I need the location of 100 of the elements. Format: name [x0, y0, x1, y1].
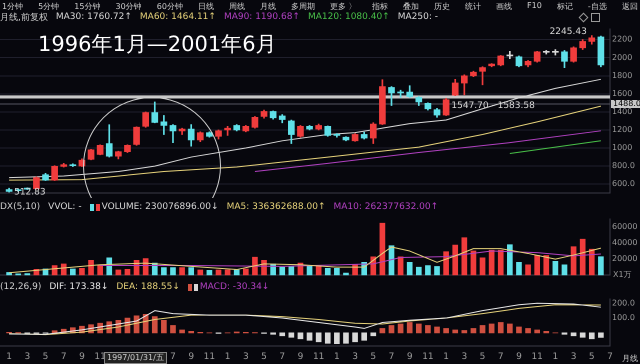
x-tick-label: 1	[6, 352, 12, 362]
x-tick-label: 5	[42, 352, 48, 362]
text: 30分钟	[116, 1, 142, 12]
bar	[352, 332, 358, 342]
bar	[224, 270, 230, 276]
y-tick-label: 2200	[612, 34, 632, 44]
text: 1分钟	[2, 1, 24, 12]
bar	[488, 250, 494, 276]
text: 画线	[496, 1, 512, 12]
bar	[406, 262, 413, 276]
bar	[434, 266, 440, 276]
bar	[470, 250, 476, 276]
bar	[252, 256, 258, 276]
bar	[279, 266, 286, 276]
x-tick-label: 1	[443, 352, 449, 362]
bar	[452, 244, 458, 276]
legend-label: MACD: -30.34↓	[200, 282, 270, 292]
bar	[462, 237, 468, 276]
text: 15分钟	[74, 1, 100, 12]
bar	[480, 325, 486, 334]
bar	[370, 332, 376, 336]
bar	[288, 332, 294, 338]
chart-title: DX(5,10)	[0, 202, 40, 212]
x-tick-label: 5	[261, 352, 267, 362]
bar	[552, 261, 558, 276]
bar	[116, 270, 122, 276]
bar	[588, 332, 595, 340]
bar	[598, 256, 604, 276]
bar	[434, 326, 440, 334]
bar	[88, 260, 94, 276]
bar	[462, 330, 468, 334]
x-tick-label: 5	[480, 352, 486, 362]
legend-label: MA250: -	[398, 12, 438, 22]
chart-title: (12,26,9)	[0, 282, 42, 292]
x-tick-label: 11	[94, 352, 106, 362]
text: 月线	[622, 354, 638, 364]
bar	[525, 328, 531, 334]
bar	[197, 270, 204, 276]
text: 1997/01/31/五	[104, 352, 167, 364]
bar	[316, 332, 322, 342]
bar	[398, 324, 404, 334]
y-tick-label: 1800	[612, 70, 632, 80]
text: 指标	[372, 1, 388, 12]
y-tick-label: 200.0	[612, 298, 635, 308]
bar	[288, 266, 294, 276]
bar	[380, 222, 386, 276]
bar	[425, 325, 431, 334]
bar	[416, 266, 422, 276]
x-tick-label: 11	[531, 352, 543, 362]
bar	[124, 268, 130, 276]
bar	[298, 332, 304, 340]
y-axis-title: X1万	[613, 269, 632, 280]
text: 叠加	[402, 1, 419, 12]
bar	[388, 245, 394, 276]
bar	[580, 332, 586, 338]
bar	[507, 324, 513, 334]
bar	[562, 264, 568, 276]
text: DIF: 173.38↓	[49, 282, 108, 292]
text: MA90: 1190.68↑	[224, 12, 300, 22]
y-tick-label: 1200	[612, 125, 632, 134]
bar	[334, 332, 340, 344]
x-tick-label: 7	[279, 352, 286, 362]
bar	[570, 246, 576, 276]
text: 多周期	[291, 1, 316, 12]
y-tick-label: 40000	[612, 238, 638, 248]
y-tick-label: 100.0	[612, 313, 635, 322]
bar	[216, 270, 222, 276]
bar	[534, 330, 540, 334]
bar	[452, 330, 458, 334]
chart-subtitle: 月线,前复权	[0, 12, 48, 24]
bar	[425, 265, 431, 276]
x-tick-label: 5	[588, 352, 595, 362]
bar	[543, 255, 550, 276]
bar	[480, 258, 486, 276]
x-tick-label: 9	[188, 352, 194, 362]
y-tick-label: 600.0	[612, 179, 635, 188]
x-tick-label: 7	[498, 352, 504, 362]
x-tick-label: 3	[24, 352, 30, 362]
x-tick-label: 7	[388, 352, 394, 362]
x-tick-label: 7	[60, 352, 67, 362]
text: F10	[527, 1, 542, 12]
x-tick-label: 3	[242, 352, 249, 362]
bar	[570, 332, 576, 336]
bar	[334, 268, 340, 276]
x-tick-label: 11	[422, 352, 434, 362]
bar	[324, 332, 331, 344]
y-tick-label: 800.0	[612, 161, 635, 170]
text: 更多 〉	[330, 1, 357, 12]
x-tick-label: 5	[370, 352, 376, 362]
bar	[470, 328, 476, 334]
bar	[516, 326, 522, 334]
bar	[525, 264, 531, 276]
bar	[507, 244, 513, 276]
x-tick-label: 9	[79, 352, 86, 362]
y-tick-label: 60000	[612, 222, 638, 231]
text: DEA: 188.55↓	[116, 282, 180, 292]
candlestick	[397, 90, 404, 98]
text: MA5: 336362688.00↑	[226, 202, 326, 212]
text: 日线	[198, 1, 214, 12]
text: 返回	[622, 1, 638, 12]
